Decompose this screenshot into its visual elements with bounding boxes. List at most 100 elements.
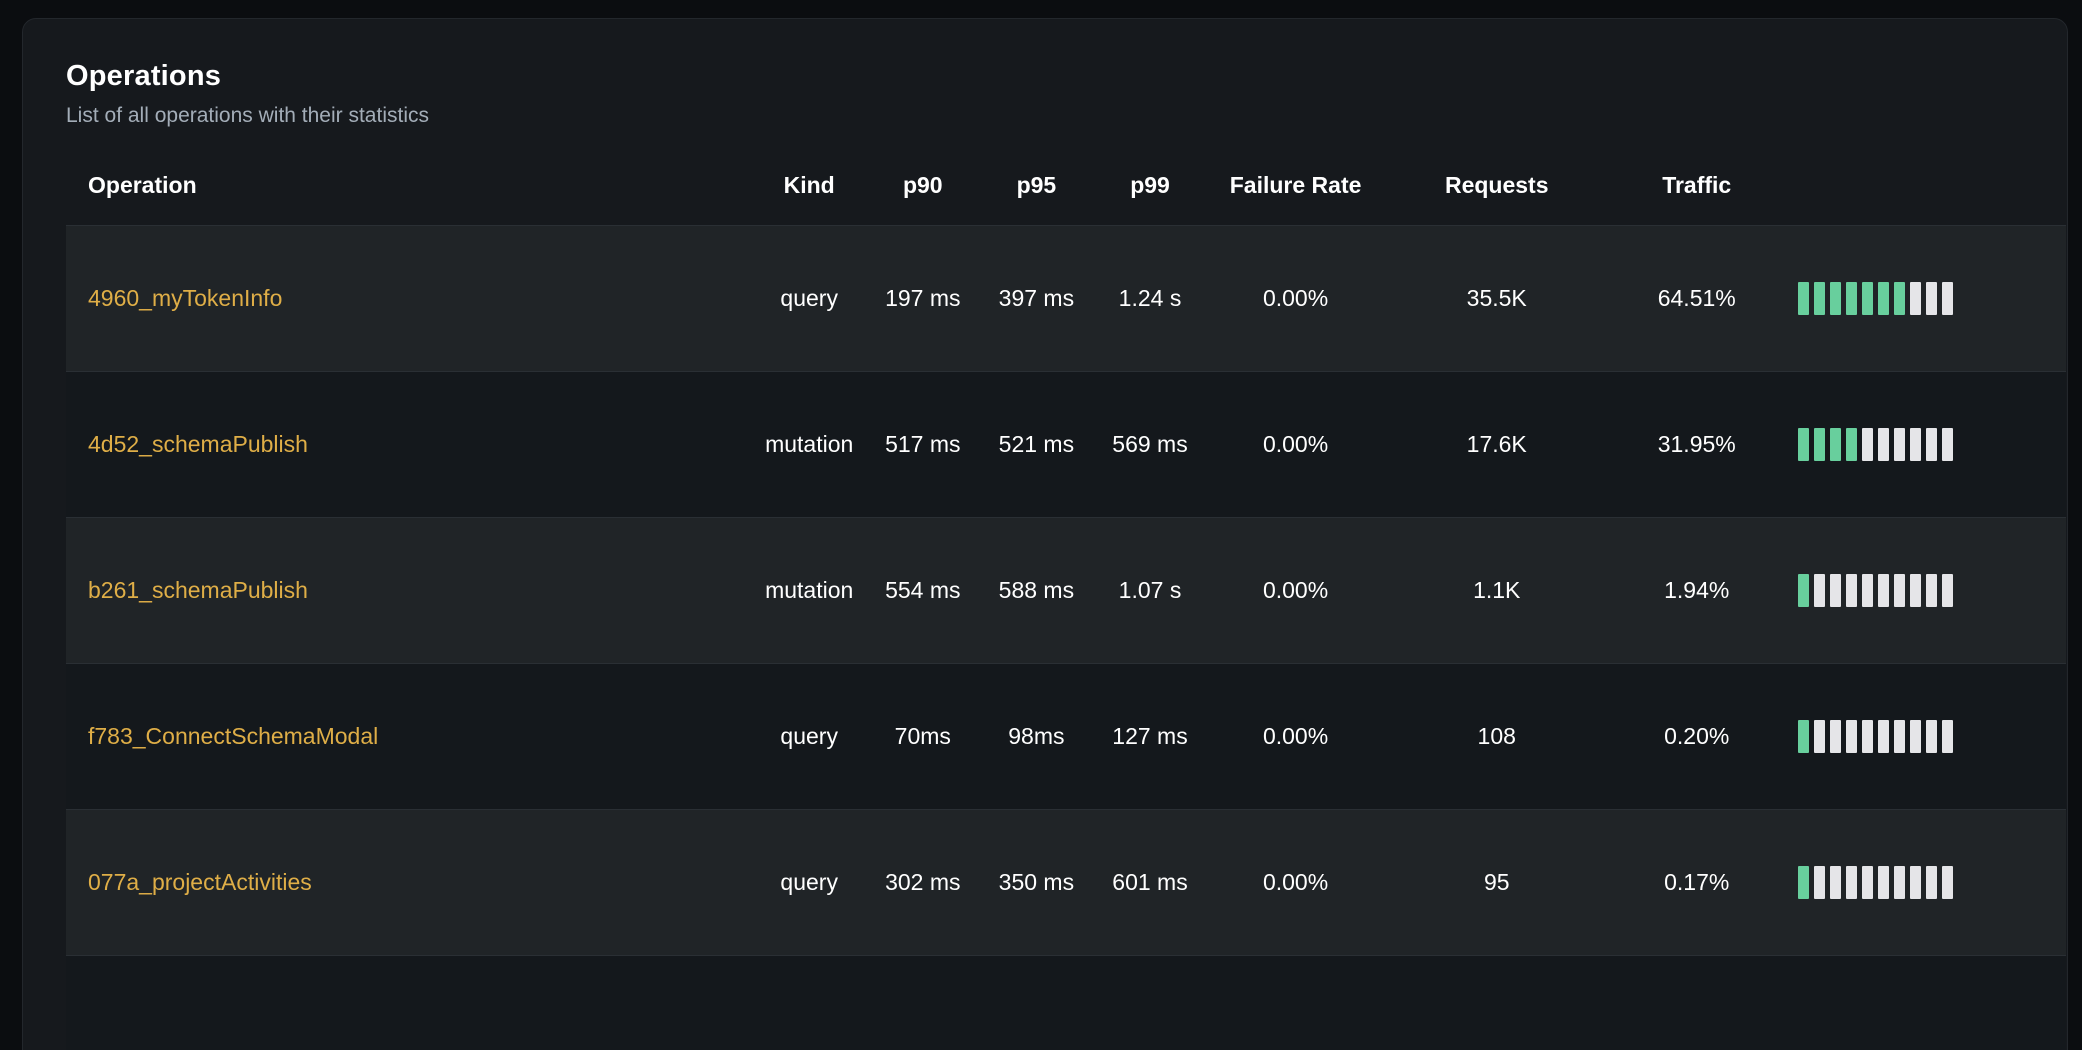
cell-requests bbox=[1384, 955, 1610, 1050]
table-row[interactable]: 4d52_schemaPublish mutation 517 ms 521 ms 56… bbox=[66, 371, 2066, 518]
cell-failure-rate bbox=[1206, 955, 1385, 1050]
cell-kind: query bbox=[752, 809, 866, 956]
traffic-bar bbox=[1814, 282, 1826, 315]
traffic-bar bbox=[1798, 574, 1810, 607]
table-row[interactable]: 077a_projectActivities query 302 ms 350 ms 6… bbox=[66, 809, 2066, 956]
traffic-bar bbox=[1926, 282, 1938, 315]
table-row[interactable]: b261_schemaPublish mutation 554 ms 588 ms 1.… bbox=[66, 517, 2066, 664]
column-header-p95[interactable]: p95 bbox=[1016, 172, 1057, 198]
traffic-bar bbox=[1798, 282, 1810, 315]
traffic-bar bbox=[1910, 866, 1922, 899]
cell-traffic bbox=[1609, 955, 1785, 1050]
cell-p90 bbox=[865, 955, 980, 1050]
cell-kind bbox=[752, 955, 866, 1050]
traffic-bar bbox=[1862, 428, 1874, 461]
traffic-bar bbox=[1830, 866, 1842, 899]
cell-traffic: 64.51% bbox=[1609, 225, 1785, 372]
cell-operation: b261_schemaPublish bbox=[66, 517, 753, 664]
cell-traffic-bars bbox=[1784, 371, 2066, 518]
cell-requests: 95 bbox=[1384, 809, 1610, 956]
traffic-bar bbox=[1798, 720, 1810, 753]
cell-traffic: 31.95% bbox=[1609, 371, 1785, 518]
traffic-bar bbox=[1926, 428, 1938, 461]
traffic-bar bbox=[1846, 282, 1858, 315]
traffic-bar bbox=[1846, 574, 1858, 607]
traffic-bar bbox=[1942, 282, 1954, 315]
cell-kind: mutation bbox=[752, 517, 866, 664]
cell-requests: 35.5K bbox=[1384, 225, 1610, 372]
table-row[interactable]: f783_ConnectSchemaModal query 70ms 98ms 127 … bbox=[66, 663, 2066, 810]
column-header-p90[interactable]: p90 bbox=[902, 172, 943, 198]
operation-link[interactable]: b261_schemaPublish bbox=[88, 577, 308, 603]
cell-traffic-bars bbox=[1784, 809, 2066, 956]
cell-p95 bbox=[979, 955, 1094, 1050]
cell-p99: 1.07 s bbox=[1093, 517, 1207, 664]
cell-p99: 569 ms bbox=[1093, 371, 1207, 518]
cell-requests: 1.1K bbox=[1384, 517, 1610, 664]
traffic-bar bbox=[1830, 282, 1842, 315]
traffic-bar bbox=[1814, 720, 1826, 753]
column-header-traffic-bars bbox=[1784, 155, 2066, 226]
traffic-bar bbox=[1846, 428, 1858, 461]
traffic-bar bbox=[1862, 574, 1874, 607]
cell-traffic-bars bbox=[1784, 955, 2066, 1050]
cell-p99: 127 ms bbox=[1093, 663, 1207, 810]
cell-traffic: 1.94% bbox=[1609, 517, 1785, 664]
table-row[interactable] bbox=[66, 955, 2066, 1050]
cell-traffic-bars bbox=[1784, 225, 2066, 372]
column-header-p99[interactable]: p99 bbox=[1130, 172, 1170, 198]
cell-p90: 554 ms bbox=[865, 517, 980, 664]
operation-link[interactable]: 4d52_schemaPublish bbox=[88, 431, 308, 457]
traffic-bar bbox=[1878, 428, 1890, 461]
cell-traffic: 0.20% bbox=[1609, 663, 1785, 810]
operation-link[interactable]: 077a_projectActivities bbox=[88, 869, 312, 895]
card-subtitle: List of all operations with their statis… bbox=[66, 104, 429, 127]
cell-p90: 70ms bbox=[865, 663, 980, 810]
cell-requests: 108 bbox=[1384, 663, 1610, 810]
cell-failure-rate: 0.00% bbox=[1206, 517, 1385, 664]
traffic-bar bbox=[1878, 866, 1890, 899]
cell-p95: 397 ms bbox=[979, 225, 1094, 372]
traffic-bar bbox=[1894, 428, 1906, 461]
operation-link[interactable]: 4960_myTokenInfo bbox=[88, 285, 283, 311]
cell-failure-rate: 0.00% bbox=[1206, 663, 1385, 810]
cell-p99 bbox=[1093, 955, 1207, 1050]
traffic-bar bbox=[1814, 866, 1826, 899]
page-title: Operations bbox=[66, 60, 222, 92]
traffic-bar-chart bbox=[1798, 720, 2056, 753]
card-header: Operations List of all operations with t… bbox=[23, 19, 2067, 129]
table-header-row: Operation Kind p90 p95 p99 Failure Rate … bbox=[66, 155, 2066, 226]
traffic-bar bbox=[1862, 720, 1874, 753]
cell-failure-rate: 0.00% bbox=[1206, 225, 1385, 372]
traffic-bar bbox=[1878, 282, 1890, 315]
traffic-bar bbox=[1942, 574, 1954, 607]
traffic-bar bbox=[1910, 282, 1922, 315]
cell-kind: query bbox=[752, 225, 866, 372]
column-header-traffic[interactable]: Traffic bbox=[1662, 172, 1732, 198]
cell-p95: 588 ms bbox=[979, 517, 1094, 664]
column-header-operation[interactable]: Operation bbox=[88, 172, 197, 198]
cell-p99: 1.24 s bbox=[1093, 225, 1207, 372]
traffic-bar bbox=[1862, 282, 1874, 315]
cell-traffic-bars bbox=[1784, 517, 2066, 664]
traffic-bar-chart bbox=[1798, 428, 2056, 461]
cell-operation: 077a_projectActivities bbox=[66, 809, 753, 956]
operations-table-wrapper: Operation Kind p90 p95 p99 Failure Rate … bbox=[23, 155, 2067, 1050]
traffic-bar-chart bbox=[1798, 866, 2056, 899]
traffic-bar bbox=[1814, 428, 1826, 461]
cell-p95: 98ms bbox=[979, 663, 1094, 810]
column-header-kind[interactable]: Kind bbox=[783, 172, 835, 198]
traffic-bar bbox=[1926, 720, 1938, 753]
traffic-bar bbox=[1814, 574, 1826, 607]
traffic-bar bbox=[1846, 720, 1858, 753]
operations-table: Operation Kind p90 p95 p99 Failure Rate … bbox=[66, 155, 2066, 1050]
cell-p90: 302 ms bbox=[865, 809, 980, 956]
column-header-failure-rate[interactable]: Failure Rate bbox=[1229, 172, 1362, 198]
traffic-bar bbox=[1942, 866, 1954, 899]
traffic-bar bbox=[1878, 720, 1890, 753]
traffic-bar bbox=[1862, 866, 1874, 899]
column-header-requests[interactable]: Requests bbox=[1444, 172, 1549, 198]
operation-link[interactable]: f783_ConnectSchemaModal bbox=[88, 723, 379, 749]
